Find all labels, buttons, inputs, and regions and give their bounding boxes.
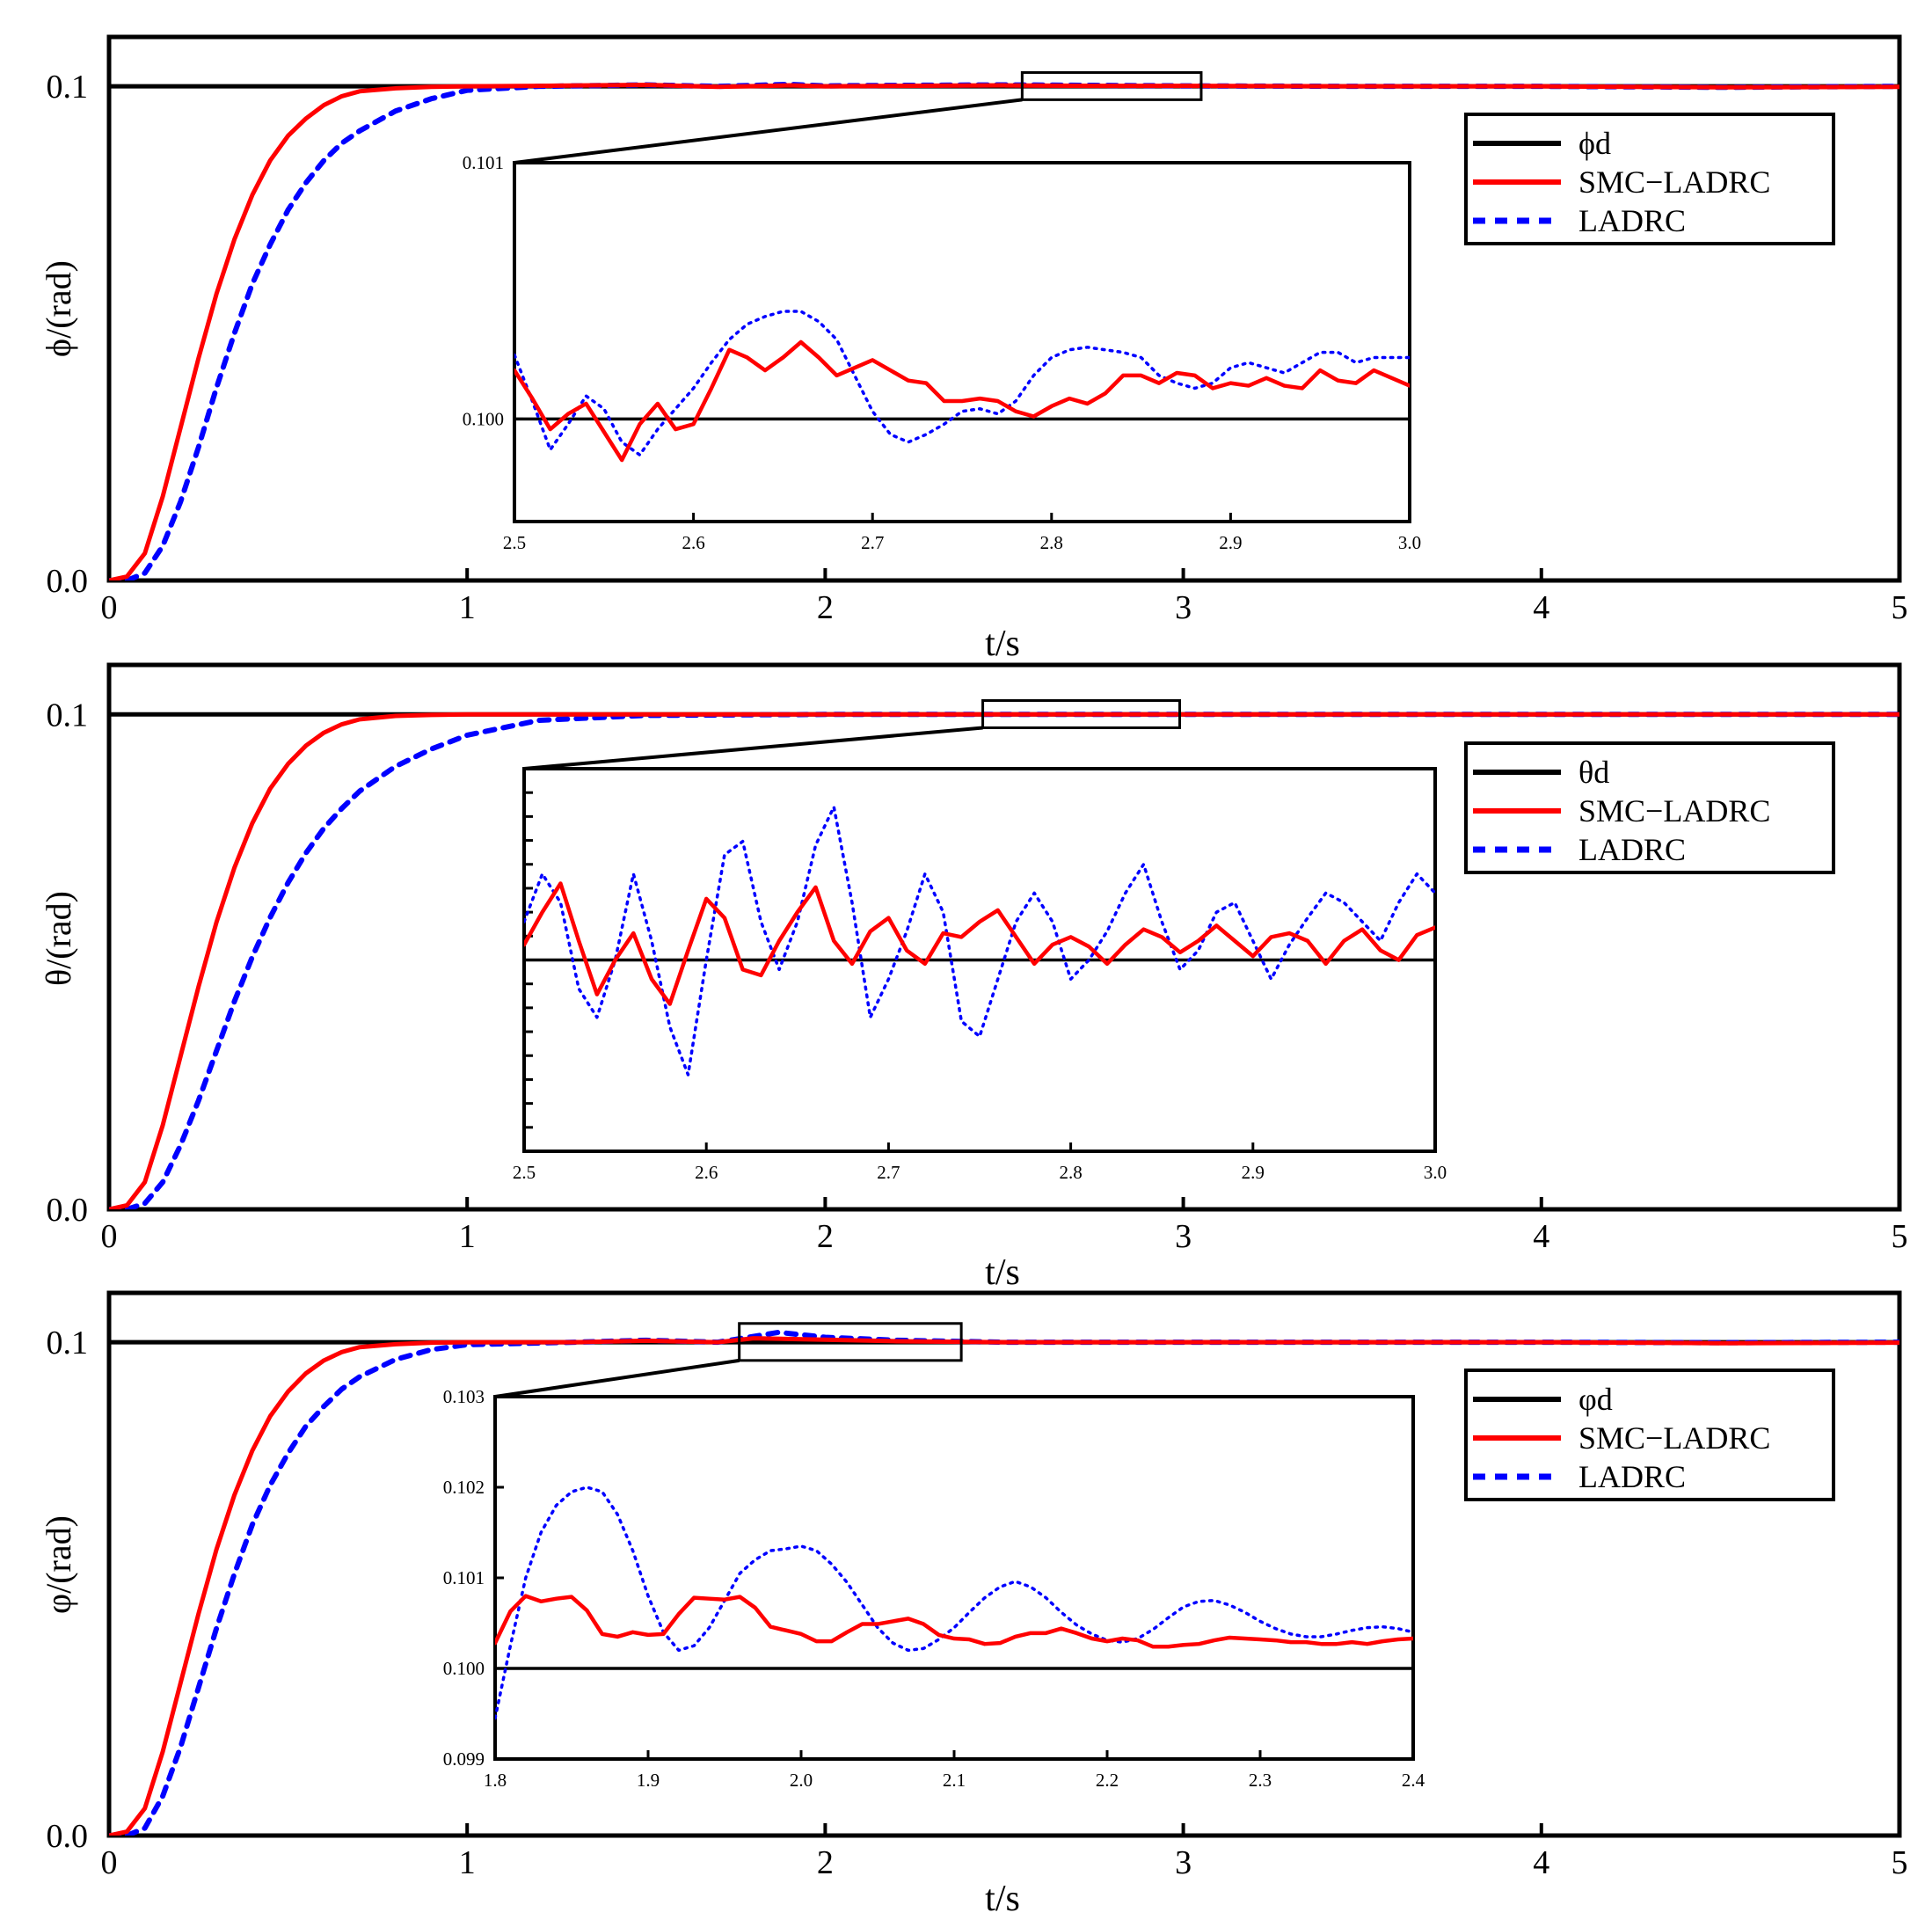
- inset-x-tick-label: 2.8: [1040, 532, 1063, 553]
- inset-x-tick-label: 2.8: [1059, 1162, 1082, 1183]
- x-tick-label: 4: [1533, 1218, 1549, 1255]
- x-tick-label: 0: [101, 589, 118, 626]
- inset-series-group: [514, 310, 1410, 463]
- x-tick-label: 4: [1533, 589, 1549, 626]
- inset-series-group: [524, 805, 1435, 1077]
- inset-x-tick-label: 2.6: [695, 1162, 718, 1183]
- legend-label-reference: ϕd: [1578, 126, 1611, 161]
- x-tick-label: 5: [1892, 589, 1908, 626]
- inset-y-tick-label: 0.103: [443, 1386, 485, 1407]
- inset-x-tick-label: 3.0: [1398, 532, 1421, 553]
- x-tick-label: 1: [459, 1218, 476, 1255]
- inset-series-group: [495, 1485, 1413, 1720]
- legend-label-ladrc: LADRC: [1578, 1459, 1686, 1494]
- zoom-region-box: [738, 1322, 963, 1362]
- zoom-region-box: [981, 699, 1182, 729]
- series-smc-ladrc-line: [109, 83, 1899, 580]
- inset-smc-ladrc-line: [514, 339, 1410, 463]
- inset-x-tick-label: 2.1: [943, 1770, 966, 1791]
- x-tick-label: 2: [817, 589, 834, 626]
- y-axis-label: φ/(rad): [39, 1515, 78, 1614]
- series-smc-ladrc-line: [109, 1336, 1899, 1836]
- x-tick-label: 5: [1892, 1218, 1908, 1255]
- inset-smc-ladrc-line: [524, 881, 1435, 1006]
- x-axis-label: t/s: [985, 1879, 1020, 1919]
- x-tick-label: 0: [101, 1844, 118, 1881]
- inset-x-tick-label: 1.8: [484, 1770, 507, 1791]
- roll-angle-panel: 0 1 2 3 4 5 0.0 0.1 t/s ϕ/(rad) 2.5 2.6 2.7 2.8 2.9 3.0…: [39, 34, 1908, 664]
- y-tick-label: 0.1: [47, 69, 89, 106]
- inset-ladrc-line: [514, 310, 1410, 456]
- yaw-angle-panel: 0 1 2 3 4 5 0.0 0.1 t/s φ/(rad) 1.8 1.9 2.0 2.1 2.2 2.3…: [39, 1290, 1908, 1919]
- inset-chart: 2.5 2.6 2.7 2.8 2.9 3.0: [513, 767, 1447, 1183]
- inset-frame: [493, 1395, 1415, 1761]
- inset-x-tick-label: 2.7: [877, 1162, 900, 1183]
- inset-x-tick-label: 2.4: [1402, 1770, 1425, 1791]
- inset-y-tick-label: 0.100: [443, 1658, 485, 1679]
- legend-label-reference: φd: [1578, 1382, 1613, 1417]
- inset-smc-ladrc-line: [495, 1594, 1413, 1649]
- inset-x-tick-label: 2.3: [1249, 1770, 1272, 1791]
- y-axis-label: ϕ/(rad): [39, 260, 78, 357]
- inset-x-tick-label: 2.6: [682, 532, 704, 553]
- series-group: [109, 1329, 1899, 1836]
- series-group: [109, 81, 1899, 580]
- legend-label-reference: θd: [1578, 755, 1609, 790]
- legend-label-ladrc: LADRC: [1578, 203, 1686, 238]
- inset-y-tick-label: 0.099: [443, 1748, 485, 1770]
- inset-y-tick-label: 0.102: [443, 1477, 485, 1498]
- series-group: [109, 712, 1899, 1209]
- y-tick-label: 0.0: [47, 1818, 89, 1855]
- inset-x-tick-label: 2.5: [513, 1162, 536, 1183]
- zoom-connector-line: [494, 1358, 740, 1398]
- x-axis-label: t/s: [985, 1252, 1020, 1293]
- y-tick-label: 0.0: [47, 1192, 89, 1229]
- inset-ladrc-line: [524, 805, 1435, 1077]
- series-smc-ladrc-line: [109, 712, 1899, 1209]
- y-tick-label: 0.0: [47, 563, 89, 600]
- inset-x-tick-label: 2.9: [1219, 532, 1242, 553]
- zoom-connector-line: [523, 726, 983, 770]
- x-axis-label: t/s: [985, 624, 1020, 664]
- x-tick-label: 5: [1892, 1844, 1908, 1881]
- inset-y-tick-label: 0.101: [443, 1567, 485, 1588]
- legend-label-ladrc: LADRC: [1578, 832, 1686, 867]
- inset-y-tick-label: 0.101: [463, 152, 504, 173]
- x-tick-label: 3: [1175, 1844, 1192, 1881]
- pitch-angle-panel: 0 1 2 3 4 5 0.0 0.1 t/s θ/(rad) 2.5 2.6 2.7 2.8 2.9 3.0…: [39, 662, 1908, 1293]
- inset-x-tick-label: 2.2: [1096, 1770, 1119, 1791]
- y-axis-label: θ/(rad): [39, 891, 78, 986]
- inset-ladrc-line: [495, 1485, 1413, 1720]
- x-tick-label: 0: [101, 1218, 118, 1255]
- x-tick-label: 4: [1533, 1844, 1549, 1881]
- inset-frame: [513, 161, 1411, 523]
- inset-x-tick-label: 1.9: [637, 1770, 660, 1791]
- y-tick-label: 0.1: [47, 697, 89, 734]
- x-tick-label: 3: [1175, 1218, 1192, 1255]
- x-tick-label: 1: [459, 1844, 476, 1881]
- inset-x-tick-label: 2.0: [790, 1770, 813, 1791]
- legend-frame: [1464, 1369, 1835, 1501]
- inset-x-tick-label: 2.7: [861, 532, 884, 553]
- x-tick-label: 1: [459, 589, 476, 626]
- inset-chart: 1.8 1.9 2.0 2.1 2.2 2.3 2.4 0.099 0.100 0.101 0.10…: [443, 1386, 1425, 1791]
- inset-x-tick-label: 2.5: [503, 532, 526, 553]
- inset-chart: 2.5 2.6 2.7 2.8 2.9 3.0 0.100 0.101: [463, 152, 1421, 553]
- legend-label-smc-ladrc: SMC−LADRC: [1578, 793, 1770, 828]
- x-tick-label: 3: [1175, 589, 1192, 626]
- y-tick-label: 0.1: [47, 1325, 89, 1361]
- inset-x-tick-label: 3.0: [1424, 1162, 1447, 1183]
- inset-x-tick-label: 2.9: [1242, 1162, 1265, 1183]
- zoom-region-box: [1020, 70, 1203, 101]
- legend-label-smc-ladrc: SMC−LADRC: [1578, 1420, 1770, 1456]
- inset-y-tick-label: 0.100: [463, 408, 504, 429]
- zoom-connector-line: [514, 98, 1023, 164]
- legend-label-smc-ladrc: SMC−LADRC: [1578, 164, 1770, 200]
- x-tick-label: 2: [817, 1218, 834, 1255]
- x-tick-label: 2: [817, 1844, 834, 1881]
